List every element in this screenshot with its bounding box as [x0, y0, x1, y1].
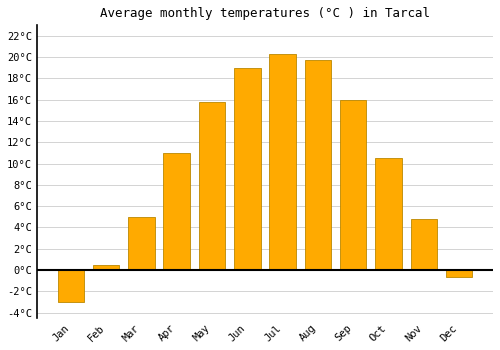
Bar — [410, 219, 437, 270]
Title: Average monthly temperatures (°C ) in Tarcal: Average monthly temperatures (°C ) in Ta… — [100, 7, 430, 20]
Bar — [58, 270, 84, 302]
Bar — [270, 54, 296, 270]
Bar — [198, 102, 225, 270]
Bar — [93, 265, 120, 270]
Bar — [340, 100, 366, 270]
Bar — [446, 270, 472, 278]
Bar — [304, 61, 331, 270]
Bar — [128, 217, 154, 270]
Bar — [234, 68, 260, 270]
Bar — [164, 153, 190, 270]
Bar — [375, 158, 402, 270]
